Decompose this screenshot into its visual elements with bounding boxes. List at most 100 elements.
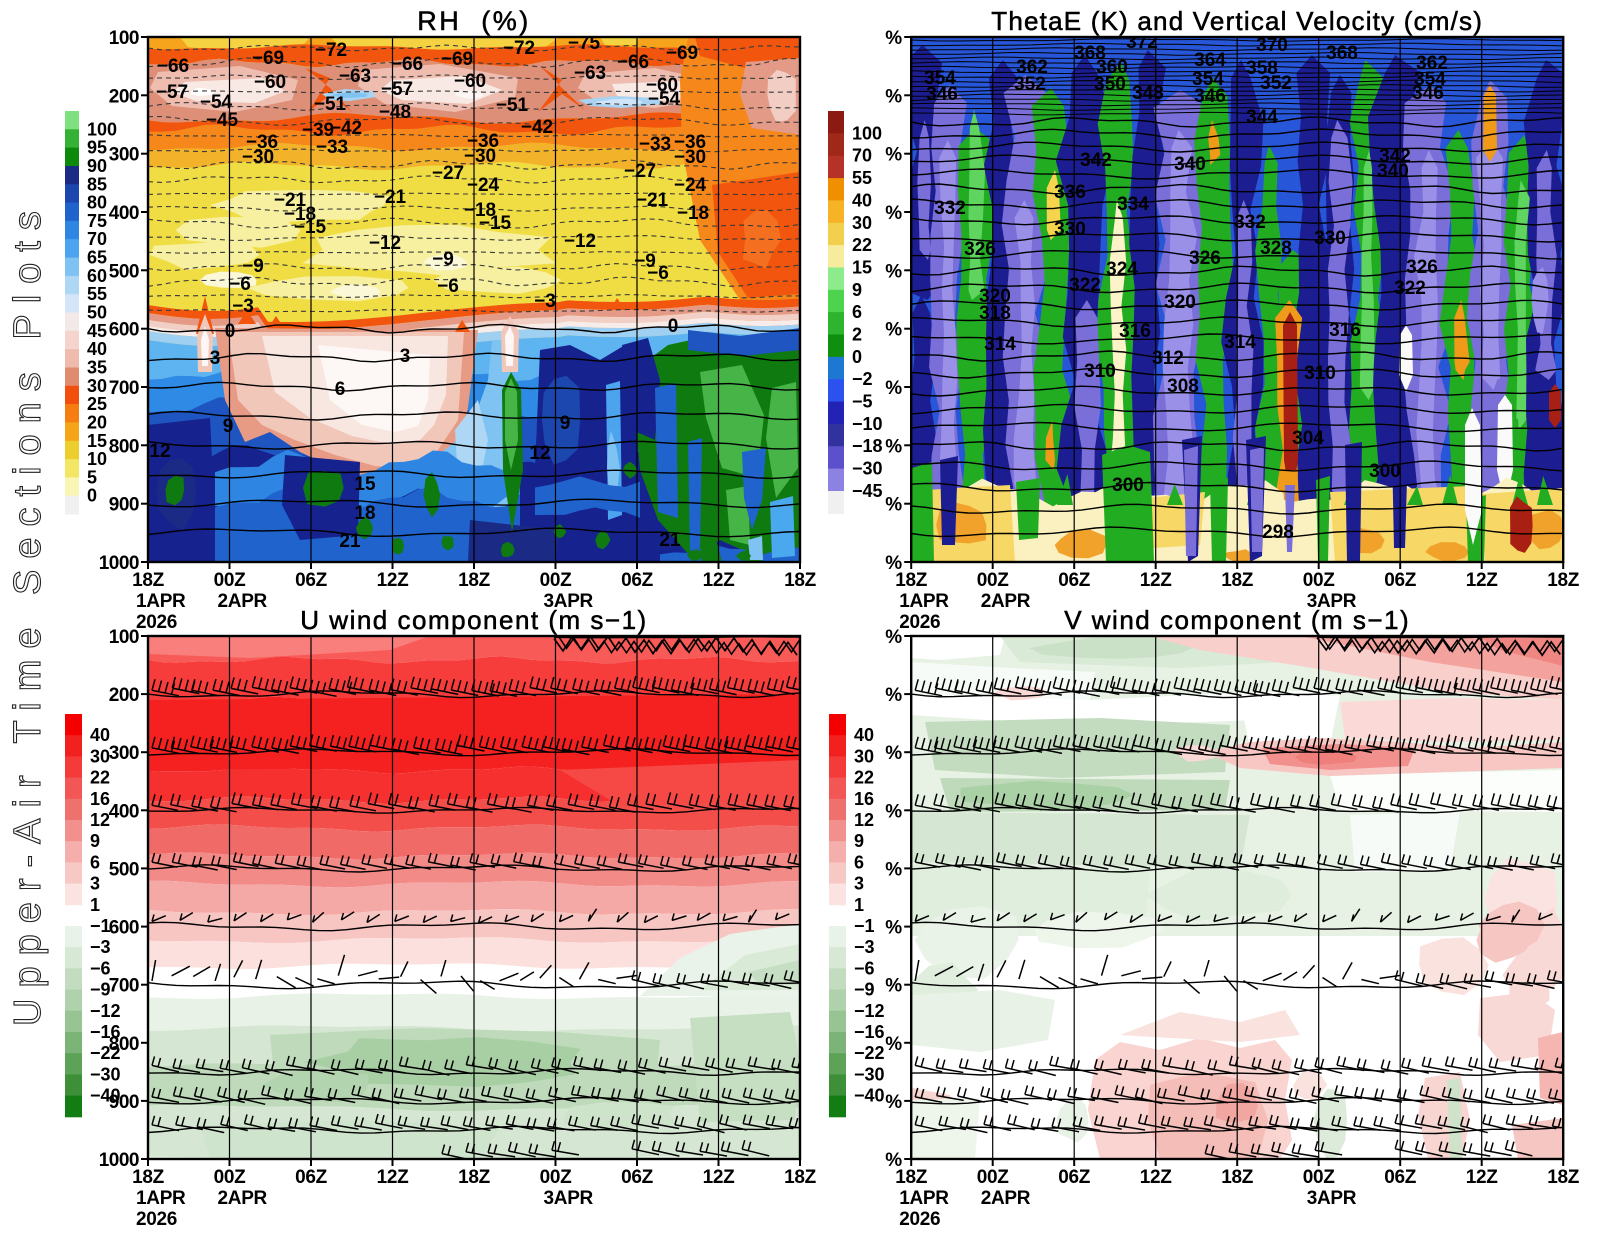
svg-text:−45: −45 (206, 110, 239, 131)
svg-text:360: 360 (1096, 57, 1128, 78)
svg-text:−16: −16 (90, 1022, 121, 1042)
svg-text:−36: −36 (246, 132, 278, 153)
svg-text:−63: −63 (339, 66, 371, 87)
svg-text:900: 900 (109, 495, 139, 516)
svg-text:−39: −39 (302, 120, 334, 141)
svg-text:Upper-Air Time Sections Plots: Upper-Air Time Sections Plots (7, 200, 49, 1026)
svg-text:368: 368 (1326, 43, 1358, 64)
svg-text:2APR: 2APR (981, 591, 1031, 612)
svg-text:362: 362 (1016, 57, 1048, 78)
svg-text:−69: −69 (666, 43, 698, 64)
svg-text:12Z: 12Z (377, 570, 410, 591)
svg-text:−3: −3 (854, 937, 875, 957)
svg-text:3APR: 3APR (544, 591, 594, 612)
svg-text:0: 0 (87, 486, 97, 506)
svg-text:00Z: 00Z (540, 1167, 573, 1188)
svg-text:1000: 1000 (99, 1150, 139, 1171)
svg-text:22: 22 (90, 768, 110, 788)
svg-text:16: 16 (854, 789, 874, 809)
svg-text:12Z: 12Z (703, 1167, 736, 1188)
svg-text:70: 70 (852, 146, 872, 166)
svg-text:354: 354 (1414, 69, 1446, 90)
svg-text:12Z: 12Z (1140, 1167, 1173, 1188)
svg-text:2026: 2026 (899, 1209, 940, 1230)
svg-text:−18: −18 (284, 204, 316, 225)
svg-text:U wind component (m s−1): U wind component (m s−1) (300, 605, 647, 635)
svg-text:%: % (885, 553, 902, 574)
svg-text:−12: −12 (369, 233, 401, 254)
svg-text:%: % (885, 436, 902, 457)
svg-text:336: 336 (1054, 182, 1086, 203)
svg-text:18Z: 18Z (132, 1167, 165, 1188)
svg-text:21: 21 (339, 531, 361, 552)
svg-text:−15: −15 (479, 213, 512, 234)
svg-text:−27: −27 (432, 163, 464, 184)
svg-text:12: 12 (854, 810, 874, 830)
svg-text:−36: −36 (467, 131, 499, 152)
svg-text:80: 80 (87, 193, 107, 213)
svg-text:342: 342 (1080, 150, 1112, 171)
svg-text:10: 10 (87, 449, 107, 469)
svg-text:00Z: 00Z (977, 570, 1010, 591)
svg-text:3: 3 (854, 874, 864, 894)
svg-text:−22: −22 (854, 1043, 885, 1063)
svg-text:00Z: 00Z (1303, 570, 1336, 591)
svg-text:−33: −33 (639, 134, 671, 155)
svg-text:%: % (885, 801, 902, 822)
svg-text:6: 6 (852, 302, 862, 322)
svg-text:−18: −18 (677, 203, 709, 224)
svg-text:−6: −6 (647, 263, 669, 284)
svg-text:−54: −54 (200, 92, 233, 113)
svg-text:300: 300 (109, 743, 139, 764)
svg-text:12: 12 (90, 810, 110, 830)
svg-text:100: 100 (87, 119, 117, 139)
svg-text:900: 900 (109, 1092, 139, 1113)
svg-text:100: 100 (109, 28, 139, 49)
svg-text:352: 352 (1014, 74, 1046, 95)
svg-text:500: 500 (109, 261, 139, 282)
svg-text:332: 332 (1234, 212, 1266, 233)
svg-text:−21: −21 (374, 187, 407, 208)
svg-text:−22: −22 (90, 1043, 121, 1063)
svg-text:3APR: 3APR (1307, 591, 1357, 612)
svg-text:1APR: 1APR (899, 1188, 949, 1209)
svg-text:372: 372 (1126, 32, 1158, 53)
svg-text:200: 200 (109, 86, 139, 107)
svg-text:ThetaE (K) and Vertical Veloci: ThetaE (K) and Vertical Velocity (cm/s) (991, 6, 1483, 36)
svg-text:06Z: 06Z (295, 1167, 328, 1188)
svg-text:700: 700 (109, 976, 139, 997)
svg-text:−72: −72 (503, 38, 535, 59)
svg-text:%: % (885, 627, 902, 648)
svg-text:18Z: 18Z (1221, 570, 1254, 591)
svg-text:1000: 1000 (99, 553, 139, 574)
svg-text:−3: −3 (90, 937, 111, 957)
svg-text:−30: −30 (242, 147, 274, 168)
svg-text:%: % (885, 976, 902, 997)
svg-text:310: 310 (1304, 363, 1336, 384)
svg-text:6: 6 (854, 852, 864, 872)
svg-text:90: 90 (87, 156, 107, 176)
svg-text:%: % (885, 743, 902, 764)
svg-text:−3: −3 (232, 296, 254, 317)
svg-text:3: 3 (90, 874, 100, 894)
svg-text:−3: −3 (534, 291, 556, 312)
svg-text:3APR: 3APR (1307, 1188, 1357, 1209)
svg-text:6: 6 (90, 852, 100, 872)
svg-text:2026: 2026 (899, 612, 940, 633)
svg-text:18Z: 18Z (895, 1167, 928, 1188)
svg-text:2026: 2026 (136, 1209, 177, 1230)
svg-text:−1: −1 (90, 916, 111, 936)
svg-text:18Z: 18Z (1547, 570, 1580, 591)
svg-text:308: 308 (1167, 376, 1199, 397)
svg-text:322: 322 (1069, 275, 1101, 296)
svg-text:21: 21 (659, 530, 681, 551)
svg-text:−72: −72 (315, 40, 347, 61)
svg-text:12: 12 (529, 443, 550, 464)
svg-text:%: % (885, 320, 902, 341)
svg-text:−24: −24 (674, 175, 707, 196)
svg-text:3APR: 3APR (544, 1188, 594, 1209)
svg-text:00Z: 00Z (1303, 1167, 1336, 1188)
svg-text:−6: −6 (229, 274, 251, 295)
svg-text:342: 342 (1379, 146, 1411, 167)
svg-text:06Z: 06Z (621, 1167, 654, 1188)
